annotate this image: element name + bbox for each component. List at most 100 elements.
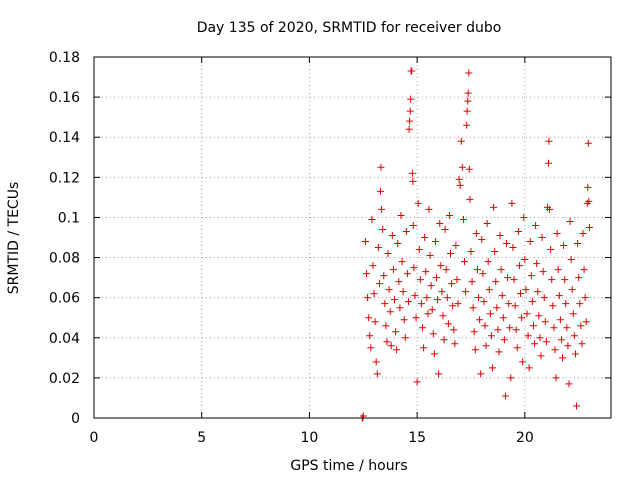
data-point xyxy=(555,292,563,300)
data-point xyxy=(559,354,567,362)
data-point xyxy=(461,258,469,266)
data-point xyxy=(400,316,408,324)
data-point xyxy=(438,288,446,296)
data-point xyxy=(477,370,485,378)
data-point xyxy=(521,256,529,264)
data-point xyxy=(510,276,518,284)
data-point xyxy=(396,304,404,312)
data-point xyxy=(576,300,584,308)
y-tick-labels: 0 0.02 0.04 0.06 0.08 0.1 0.12 0.14 0.16 0.18 xyxy=(49,50,80,427)
data-point xyxy=(462,288,470,296)
data-point xyxy=(440,336,448,344)
data-point xyxy=(413,378,421,386)
data-point xyxy=(556,316,564,324)
data-point xyxy=(408,169,416,177)
data-point xyxy=(434,296,442,304)
data-point xyxy=(468,278,476,286)
data-point xyxy=(465,69,473,77)
data-point xyxy=(585,223,593,231)
data-point xyxy=(485,286,493,294)
data-point xyxy=(373,370,381,378)
data-point xyxy=(570,332,578,340)
data-point xyxy=(426,252,434,260)
data-point xyxy=(392,328,400,336)
data-point xyxy=(471,346,479,354)
data-point xyxy=(496,231,504,239)
data-point xyxy=(452,242,460,250)
data-point xyxy=(384,250,392,258)
data-point xyxy=(578,340,586,348)
data-point xyxy=(531,340,539,348)
data-point xyxy=(405,125,413,133)
data-point xyxy=(454,300,462,308)
data-point xyxy=(492,278,500,286)
data-point xyxy=(520,213,528,221)
data-point xyxy=(458,163,466,171)
data-point xyxy=(431,238,439,246)
x-tick-label: 5 xyxy=(197,430,206,446)
data-point xyxy=(493,304,501,312)
data-point xyxy=(533,260,541,268)
data-point xyxy=(427,282,435,290)
y-tick-label: 0.08 xyxy=(49,251,80,267)
data-point xyxy=(498,292,506,300)
data-point xyxy=(448,280,456,288)
data-point xyxy=(584,139,592,147)
data-points xyxy=(358,67,593,422)
data-point xyxy=(575,274,583,282)
data-point xyxy=(487,332,495,340)
data-point xyxy=(383,338,391,346)
data-point xyxy=(507,374,515,382)
data-point xyxy=(445,211,453,219)
data-point xyxy=(480,298,488,306)
data-point xyxy=(394,240,402,248)
data-point xyxy=(397,211,405,219)
data-point xyxy=(547,246,555,254)
data-point xyxy=(491,248,499,256)
data-point xyxy=(497,266,505,274)
data-point xyxy=(472,229,480,237)
data-point xyxy=(548,276,556,284)
data-point xyxy=(389,266,397,274)
data-point xyxy=(523,310,531,318)
x-tick-label: 20 xyxy=(516,430,534,446)
data-point xyxy=(514,227,522,235)
data-point xyxy=(561,276,569,284)
data-point xyxy=(372,358,380,366)
data-point xyxy=(579,229,587,237)
x-tick-label: 15 xyxy=(408,430,426,446)
y-tick-label: 0.12 xyxy=(49,170,80,186)
data-point xyxy=(398,258,406,266)
data-point xyxy=(409,221,417,229)
data-point xyxy=(430,350,438,358)
data-point xyxy=(371,318,379,326)
data-point xyxy=(416,276,424,284)
data-point xyxy=(567,256,575,264)
data-point xyxy=(411,292,419,300)
data-point xyxy=(450,326,458,334)
y-tick-label: 0.04 xyxy=(49,331,80,347)
data-point xyxy=(515,262,523,270)
data-point xyxy=(566,217,574,225)
data-point xyxy=(449,302,457,310)
data-point xyxy=(527,272,535,280)
data-point xyxy=(425,205,433,213)
data-point xyxy=(444,320,452,328)
data-point xyxy=(571,350,579,358)
data-point xyxy=(545,159,553,167)
data-point xyxy=(399,288,407,296)
data-point xyxy=(499,314,507,322)
data-point xyxy=(563,324,571,332)
y-tick-label: 0.06 xyxy=(49,291,80,307)
data-point xyxy=(528,298,536,306)
data-point xyxy=(540,294,548,302)
data-point xyxy=(517,290,525,298)
data-point xyxy=(489,364,497,372)
data-point xyxy=(395,278,403,286)
data-point xyxy=(388,231,396,239)
data-point xyxy=(557,336,565,344)
data-point xyxy=(545,137,553,145)
data-point xyxy=(422,268,430,276)
data-point xyxy=(549,302,557,310)
data-point xyxy=(542,338,550,346)
